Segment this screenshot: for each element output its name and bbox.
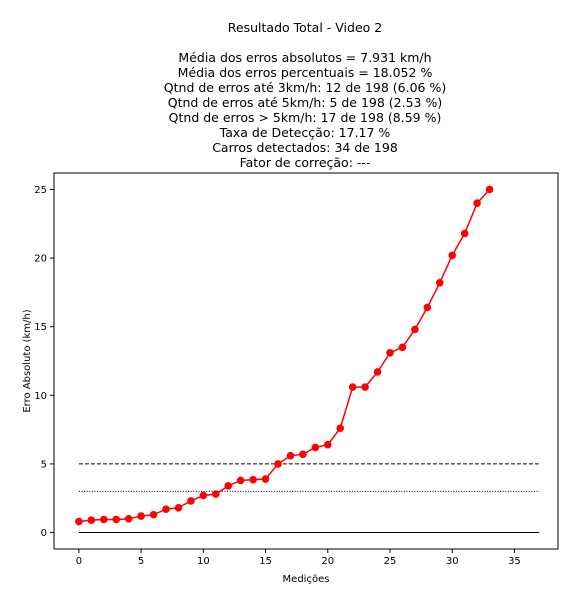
data-point: [124, 515, 133, 523]
x-tick-label: 5: [138, 556, 144, 567]
data-point: [174, 504, 183, 512]
title-line: Qtnd de erros > 5km/h: 17 de 198 (8.59 %…: [169, 110, 442, 125]
y-tick-label: 0: [41, 528, 47, 539]
data-point: [162, 505, 170, 514]
data-point: [336, 424, 345, 433]
data-point: [75, 517, 83, 526]
title-line: Qtnd de erros até 5km/h: 5 de 198 (2.53 …: [168, 95, 442, 110]
series-line: [78, 188, 491, 523]
y-tick-label: 15: [34, 322, 47, 333]
data-point: [137, 512, 145, 520]
x-tick-label: 35: [508, 556, 521, 567]
title-line: Média dos erros percentuais = 18.052 %: [178, 65, 433, 80]
title-line: Carros detectados: 34 de 198: [212, 140, 398, 155]
y-tick-label: 20: [34, 254, 47, 265]
data-point: [187, 497, 195, 505]
data-point: [460, 229, 469, 238]
data-point: [261, 475, 270, 483]
data-point: [485, 185, 494, 194]
title-line: Resultado Total - Video 2: [228, 20, 382, 35]
x-tick-label: 25: [384, 556, 397, 567]
title-line: Taxa de Detecção: 17.17 %: [219, 125, 391, 140]
data-point: [87, 516, 96, 524]
title-line: Fator de correção: ---: [240, 155, 371, 170]
data-point: [149, 510, 158, 519]
data-point: [348, 383, 357, 391]
data-point: [448, 251, 457, 260]
data-point: [398, 343, 407, 352]
x-tick-label: 20: [321, 556, 334, 567]
data-point: [386, 348, 394, 357]
data-point: [423, 303, 432, 312]
title-line: Média dos erros absolutos = 7.931 km/h: [178, 50, 431, 65]
y-tick-label: 25: [34, 185, 47, 196]
y-axis-label: Erro Absoluto (km/h): [22, 309, 33, 412]
data-point: [211, 490, 220, 498]
data-point: [274, 460, 282, 468]
data-point: [286, 451, 295, 460]
data-point: [311, 443, 320, 452]
x-axis: 0 5 10 15 20 25 30 35: [76, 549, 521, 567]
x-axis-label: Medições: [283, 574, 330, 585]
data-point: [411, 325, 419, 334]
data-point: [236, 476, 245, 485]
x-tick-label: 30: [446, 556, 459, 567]
data-point: [224, 482, 233, 490]
data-point: [99, 515, 108, 524]
reference-lines: [78, 463, 540, 534]
x-tick-label: 10: [197, 556, 210, 567]
data-point: [323, 440, 332, 449]
y-tick-label: 10: [34, 391, 47, 402]
x-tick-label: 0: [76, 556, 82, 567]
x-tick-label: 15: [259, 556, 272, 567]
data-point: [249, 475, 257, 484]
y-tick-label: 5: [41, 459, 47, 470]
data-point: [112, 515, 121, 524]
data-point: [299, 450, 307, 459]
plot-area: [53, 172, 559, 550]
series-group: [75, 185, 494, 526]
title-line: Qtnd de erros até 3km/h: 12 de 198 (6.06…: [164, 80, 446, 95]
data-point: [361, 383, 369, 391]
data-point: [199, 491, 208, 500]
y-axis: 0 5 10 15 20 25: [34, 185, 54, 539]
chart-title: Resultado Total - Video 2 Média dos erros…: [164, 20, 446, 170]
data-point: [373, 368, 382, 376]
data-point: [435, 278, 444, 287]
data-point: [473, 199, 481, 207]
